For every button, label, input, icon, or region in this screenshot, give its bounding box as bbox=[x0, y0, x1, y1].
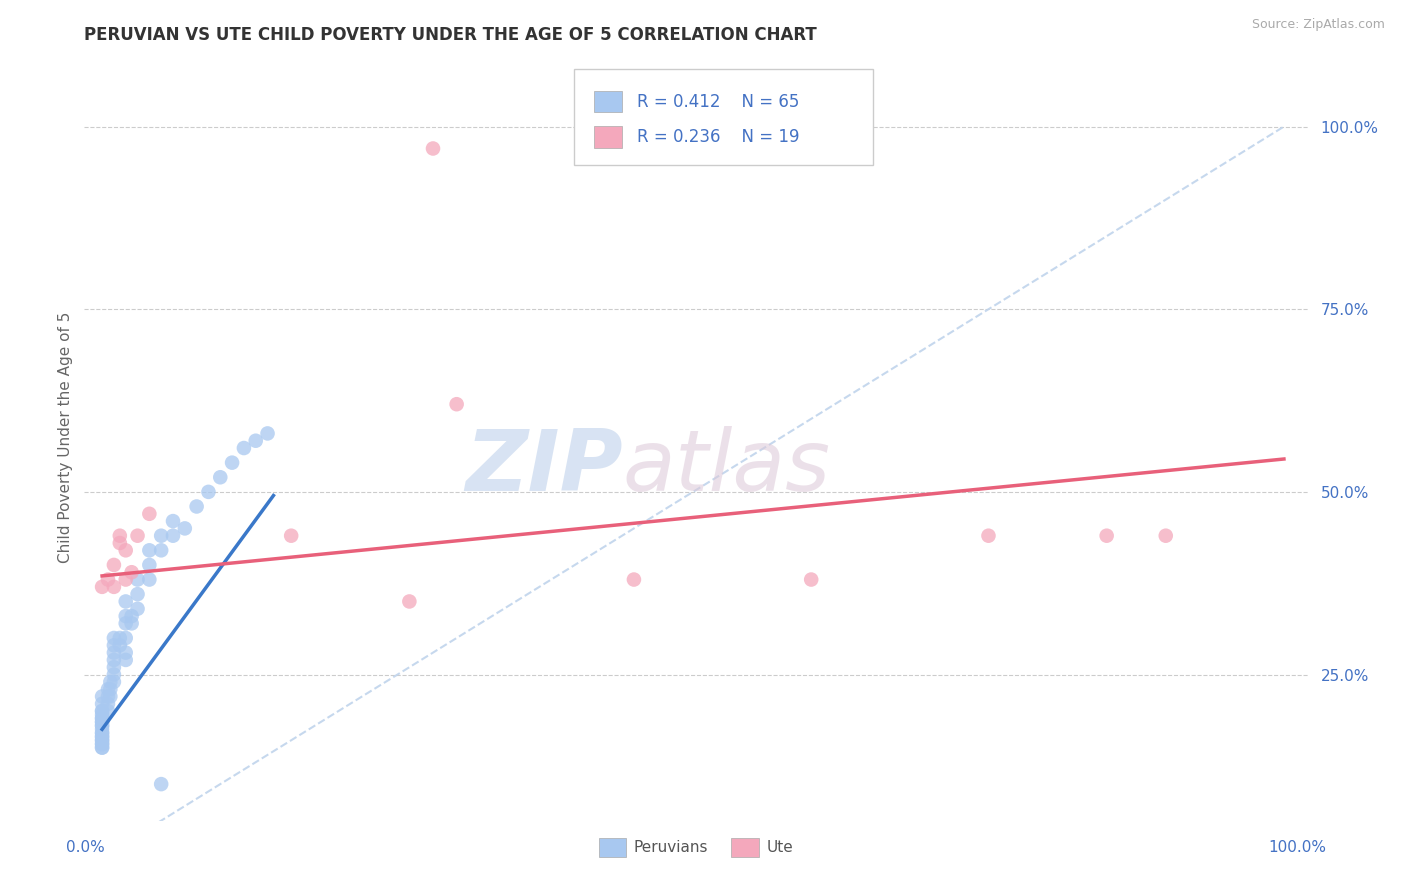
Point bbox=[173, 521, 195, 535]
Point bbox=[103, 674, 125, 689]
Point bbox=[232, 441, 254, 455]
Y-axis label: Child Poverty Under the Age of 5: Child Poverty Under the Age of 5 bbox=[58, 311, 73, 563]
Point bbox=[186, 500, 208, 514]
Point bbox=[98, 674, 121, 689]
Point bbox=[108, 638, 131, 652]
Point bbox=[138, 573, 160, 587]
Text: PERUVIAN VS UTE CHILD POVERTY UNDER THE AGE OF 5 CORRELATION CHART: PERUVIAN VS UTE CHILD POVERTY UNDER THE … bbox=[84, 26, 817, 44]
Point bbox=[103, 558, 125, 572]
Point bbox=[91, 711, 114, 725]
Point bbox=[138, 507, 160, 521]
Point bbox=[138, 543, 160, 558]
Point bbox=[91, 714, 114, 729]
Point bbox=[114, 609, 136, 624]
Point bbox=[197, 484, 219, 499]
Point bbox=[103, 631, 125, 645]
Point bbox=[91, 690, 114, 704]
Point bbox=[121, 609, 143, 624]
Point bbox=[91, 730, 114, 744]
Point bbox=[91, 704, 114, 718]
Point bbox=[91, 711, 114, 725]
Point bbox=[97, 704, 120, 718]
Point bbox=[446, 397, 468, 411]
Point bbox=[91, 733, 114, 747]
Point bbox=[245, 434, 267, 448]
Point bbox=[91, 723, 114, 737]
Point bbox=[103, 660, 125, 674]
Point bbox=[97, 573, 120, 587]
Point bbox=[103, 638, 125, 652]
Bar bbox=[595, 91, 621, 112]
Point bbox=[97, 697, 120, 711]
Point bbox=[103, 667, 125, 681]
Text: 100.0%: 100.0% bbox=[1268, 840, 1326, 855]
Point bbox=[977, 529, 1000, 543]
Point bbox=[98, 690, 121, 704]
Text: Source: ZipAtlas.com: Source: ZipAtlas.com bbox=[1251, 18, 1385, 31]
Point bbox=[98, 682, 121, 697]
Bar bbox=[595, 126, 621, 148]
Point bbox=[91, 580, 114, 594]
Point bbox=[800, 573, 823, 587]
Point bbox=[221, 456, 243, 470]
Point bbox=[91, 730, 114, 744]
Point bbox=[121, 566, 143, 580]
Point bbox=[209, 470, 232, 484]
Point bbox=[623, 573, 645, 587]
Point bbox=[103, 580, 125, 594]
Point bbox=[256, 426, 278, 441]
Point bbox=[398, 594, 420, 608]
Point bbox=[114, 543, 136, 558]
Point bbox=[91, 697, 114, 711]
Point bbox=[1095, 529, 1118, 543]
Point bbox=[91, 737, 114, 751]
Point bbox=[114, 646, 136, 660]
Text: 0.0%: 0.0% bbox=[66, 840, 105, 855]
Point bbox=[91, 714, 114, 729]
Point bbox=[108, 536, 131, 550]
Point bbox=[127, 601, 149, 615]
Point bbox=[114, 573, 136, 587]
Point bbox=[127, 573, 149, 587]
Point bbox=[91, 726, 114, 740]
Point bbox=[91, 726, 114, 740]
Text: R = 0.412    N = 65: R = 0.412 N = 65 bbox=[637, 93, 799, 111]
Point bbox=[91, 704, 114, 718]
Point bbox=[91, 719, 114, 733]
Point bbox=[127, 529, 149, 543]
Point bbox=[127, 587, 149, 601]
Point bbox=[1154, 529, 1177, 543]
Point bbox=[108, 529, 131, 543]
Text: R = 0.236    N = 19: R = 0.236 N = 19 bbox=[637, 128, 799, 146]
Point bbox=[150, 777, 173, 791]
Point bbox=[280, 529, 302, 543]
Point bbox=[121, 616, 143, 631]
Point bbox=[150, 543, 173, 558]
Point bbox=[91, 719, 114, 733]
Point bbox=[91, 740, 114, 755]
Point bbox=[150, 529, 173, 543]
Point bbox=[97, 690, 120, 704]
Point bbox=[114, 631, 136, 645]
Point bbox=[114, 653, 136, 667]
Point bbox=[162, 529, 184, 543]
Point bbox=[162, 514, 184, 528]
Point bbox=[422, 141, 444, 155]
FancyBboxPatch shape bbox=[574, 69, 873, 165]
Point bbox=[138, 558, 160, 572]
Point bbox=[114, 594, 136, 608]
Text: ZIP: ZIP bbox=[465, 426, 623, 509]
Point bbox=[91, 707, 114, 722]
Point bbox=[91, 737, 114, 751]
Point bbox=[114, 616, 136, 631]
Point bbox=[97, 682, 120, 697]
Point bbox=[103, 646, 125, 660]
Point bbox=[103, 653, 125, 667]
Point bbox=[91, 740, 114, 755]
Text: atlas: atlas bbox=[623, 426, 831, 509]
Point bbox=[91, 733, 114, 747]
Legend: Peruvians, Ute: Peruvians, Ute bbox=[593, 832, 799, 863]
Point bbox=[108, 631, 131, 645]
